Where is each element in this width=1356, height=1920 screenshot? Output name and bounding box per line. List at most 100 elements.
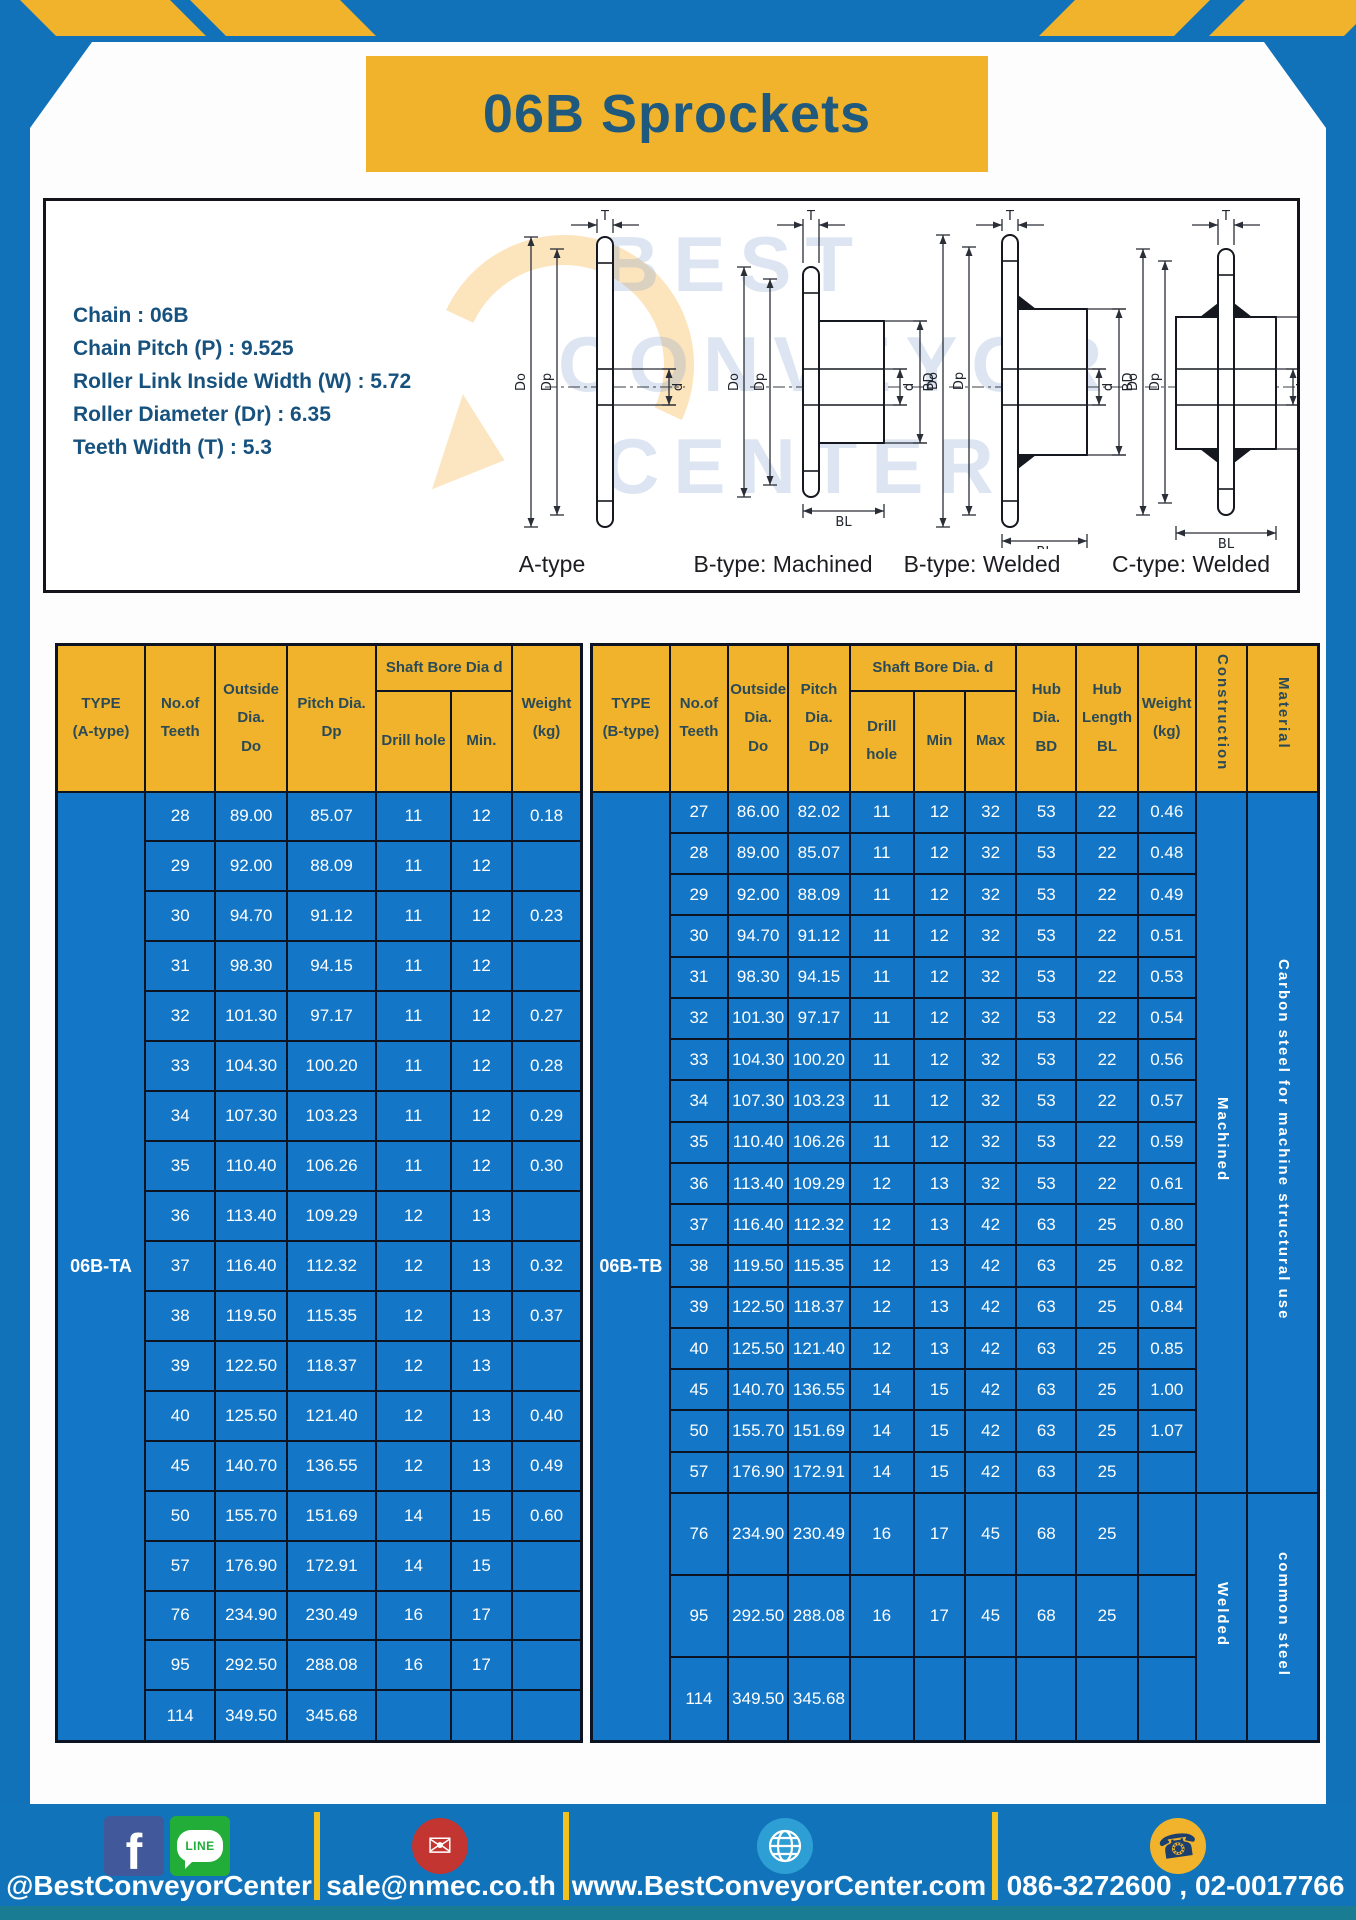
- pitch-dia-cell: 100.20: [787, 1038, 851, 1082]
- svg-text:T: T: [600, 209, 609, 224]
- outside-dia-cell: 116.40: [214, 1239, 288, 1292]
- no-of-teeth-cell: 35: [143, 1140, 217, 1192]
- no-of-teeth-cell: 36: [143, 1190, 217, 1242]
- hub-dia-cell: 53: [1015, 1038, 1078, 1082]
- drill-hole-cell: 14: [848, 1450, 915, 1495]
- spec-line: Roller Link Inside Width (W) : 5.72: [73, 370, 412, 393]
- no-of-teeth-cell: 76: [143, 1589, 217, 1642]
- footer-accent-strip: [0, 1906, 1356, 1920]
- title-banner: 06B Sprockets: [366, 56, 988, 172]
- outside-dia-cell: 140.70: [214, 1439, 288, 1492]
- svg-text:Dp: Dp: [1148, 373, 1163, 391]
- weight-cell: [1136, 1492, 1197, 1577]
- corner-triangle: [1264, 42, 1326, 128]
- weight-cell: [511, 1639, 583, 1692]
- pitch-dia-cell: 103.23: [285, 1090, 378, 1143]
- pitch-dia-cell: 151.69: [285, 1489, 378, 1542]
- watermark-line: CENTER: [603, 421, 1008, 512]
- column-header: No.of Teeth: [143, 643, 217, 793]
- drill-hole-cell: 12: [848, 1161, 915, 1206]
- no-of-teeth-cell: 38: [143, 1289, 217, 1342]
- min-bore-cell: 13: [912, 1326, 966, 1371]
- svg-text:Dp: Dp: [952, 372, 967, 390]
- min-bore-cell: 13: [449, 1239, 514, 1292]
- hazard-stripe: [20, 0, 206, 36]
- outside-dia-cell: 89.00: [214, 790, 288, 843]
- weight-cell: [511, 1339, 583, 1392]
- outside-dia-cell: 140.70: [727, 1368, 790, 1412]
- svg-text:Dp: Dp: [540, 373, 555, 391]
- pitch-dia-cell: 106.26: [787, 1120, 851, 1164]
- max-bore-cell: 32: [963, 914, 1018, 958]
- weight-cell: 0.18: [511, 790, 583, 843]
- min-bore-cell: 12: [449, 990, 514, 1043]
- hazard-stripe: [1039, 0, 1210, 36]
- no-of-teeth-cell: 40: [143, 1389, 217, 1442]
- no-of-teeth-cell: 34: [143, 1090, 217, 1143]
- weight-cell: 0.51: [1136, 914, 1197, 958]
- outside-dia-cell: 122.50: [214, 1339, 288, 1392]
- hub-length-cell: 22: [1075, 831, 1139, 876]
- material-text: Carbon steel for machine structural use: [1274, 959, 1292, 1321]
- max-bore-cell: 42: [963, 1409, 1018, 1453]
- weight-cell: 0.59: [1136, 1120, 1197, 1164]
- drill-hole-cell: 11: [375, 1140, 452, 1192]
- no-of-teeth-cell: 30: [668, 914, 730, 958]
- drill-hole-cell: 12: [375, 1289, 452, 1342]
- hub-dia-cell: 68: [1015, 1574, 1078, 1659]
- outside-dia-cell: 176.90: [214, 1539, 288, 1592]
- globe-icon: [757, 1818, 813, 1874]
- weight-cell: 0.23: [511, 890, 583, 943]
- column-header: Min: [912, 689, 966, 793]
- column-header: No.of Teeth: [668, 643, 730, 793]
- drill-hole-cell: 11: [375, 1090, 452, 1143]
- weight-cell: 0.56: [1136, 1038, 1197, 1082]
- construction-text: Machined: [1213, 1097, 1231, 1183]
- column-header: Drill hole: [848, 689, 915, 793]
- hub-dia-cell: 53: [1015, 996, 1078, 1041]
- type-cell: 06B-TA: [55, 790, 146, 1743]
- drill-hole-cell: 11: [848, 955, 915, 999]
- pitch-dia-cell: 91.12: [285, 890, 378, 943]
- diagram-label: B-type: Machined: [693, 551, 873, 577]
- hub-dia-cell: 63: [1015, 1409, 1078, 1453]
- pitch-dia-cell: 88.09: [787, 873, 851, 917]
- min-bore-cell: 15: [449, 1539, 514, 1592]
- min-bore-cell: 17: [449, 1589, 514, 1642]
- drill-hole-cell: 12: [375, 1389, 452, 1442]
- no-of-teeth-cell: 35: [668, 1120, 730, 1164]
- min-bore-cell: 17: [449, 1639, 514, 1692]
- min-bore-cell: 12: [449, 790, 514, 843]
- outside-dia-cell: 94.70: [727, 914, 790, 958]
- sprocket-diagram-plain: T Do Dp d: [485, 209, 705, 554]
- column-header-vertical-text: Construction: [1213, 654, 1231, 772]
- no-of-teeth-cell: 28: [143, 790, 217, 843]
- outside-dia-cell: 107.30: [727, 1079, 790, 1123]
- hub-length-cell: 22: [1075, 914, 1139, 958]
- drill-hole-cell: 11: [848, 790, 915, 834]
- outside-dia-cell: 234.90: [727, 1492, 790, 1577]
- svg-text:Do: Do: [514, 373, 529, 391]
- min-bore-cell: 15: [912, 1368, 966, 1412]
- hub-dia-cell: 53: [1015, 1120, 1078, 1164]
- weight-cell: 0.28: [511, 1040, 583, 1093]
- no-of-teeth-cell: 57: [143, 1539, 217, 1592]
- svg-text:d: d: [902, 383, 917, 391]
- no-of-teeth-cell: 31: [143, 940, 217, 993]
- hub-dia-cell: [1015, 1656, 1078, 1743]
- drill-hole-cell: 12: [848, 1285, 915, 1329]
- weight-cell: 0.48: [1136, 831, 1197, 876]
- svg-text:BL: BL: [1218, 537, 1235, 549]
- min-bore-cell: 13: [449, 1339, 514, 1392]
- pitch-dia-cell: 100.20: [285, 1040, 378, 1093]
- weight-cell: [1136, 1450, 1197, 1495]
- pitch-dia-cell: 106.26: [285, 1140, 378, 1192]
- sprocket-diagram-weldc: T Do Dp d BD BL: [1121, 209, 1297, 554]
- pitch-dia-cell: 151.69: [787, 1409, 851, 1453]
- no-of-teeth-cell: 33: [668, 1038, 730, 1082]
- svg-text:BD: BD: [1121, 373, 1135, 392]
- outside-dia-cell: 155.70: [727, 1409, 790, 1453]
- no-of-teeth-cell: 36: [668, 1161, 730, 1206]
- drill-hole-cell: 12: [848, 1244, 915, 1288]
- min-bore-cell: 17: [912, 1492, 966, 1577]
